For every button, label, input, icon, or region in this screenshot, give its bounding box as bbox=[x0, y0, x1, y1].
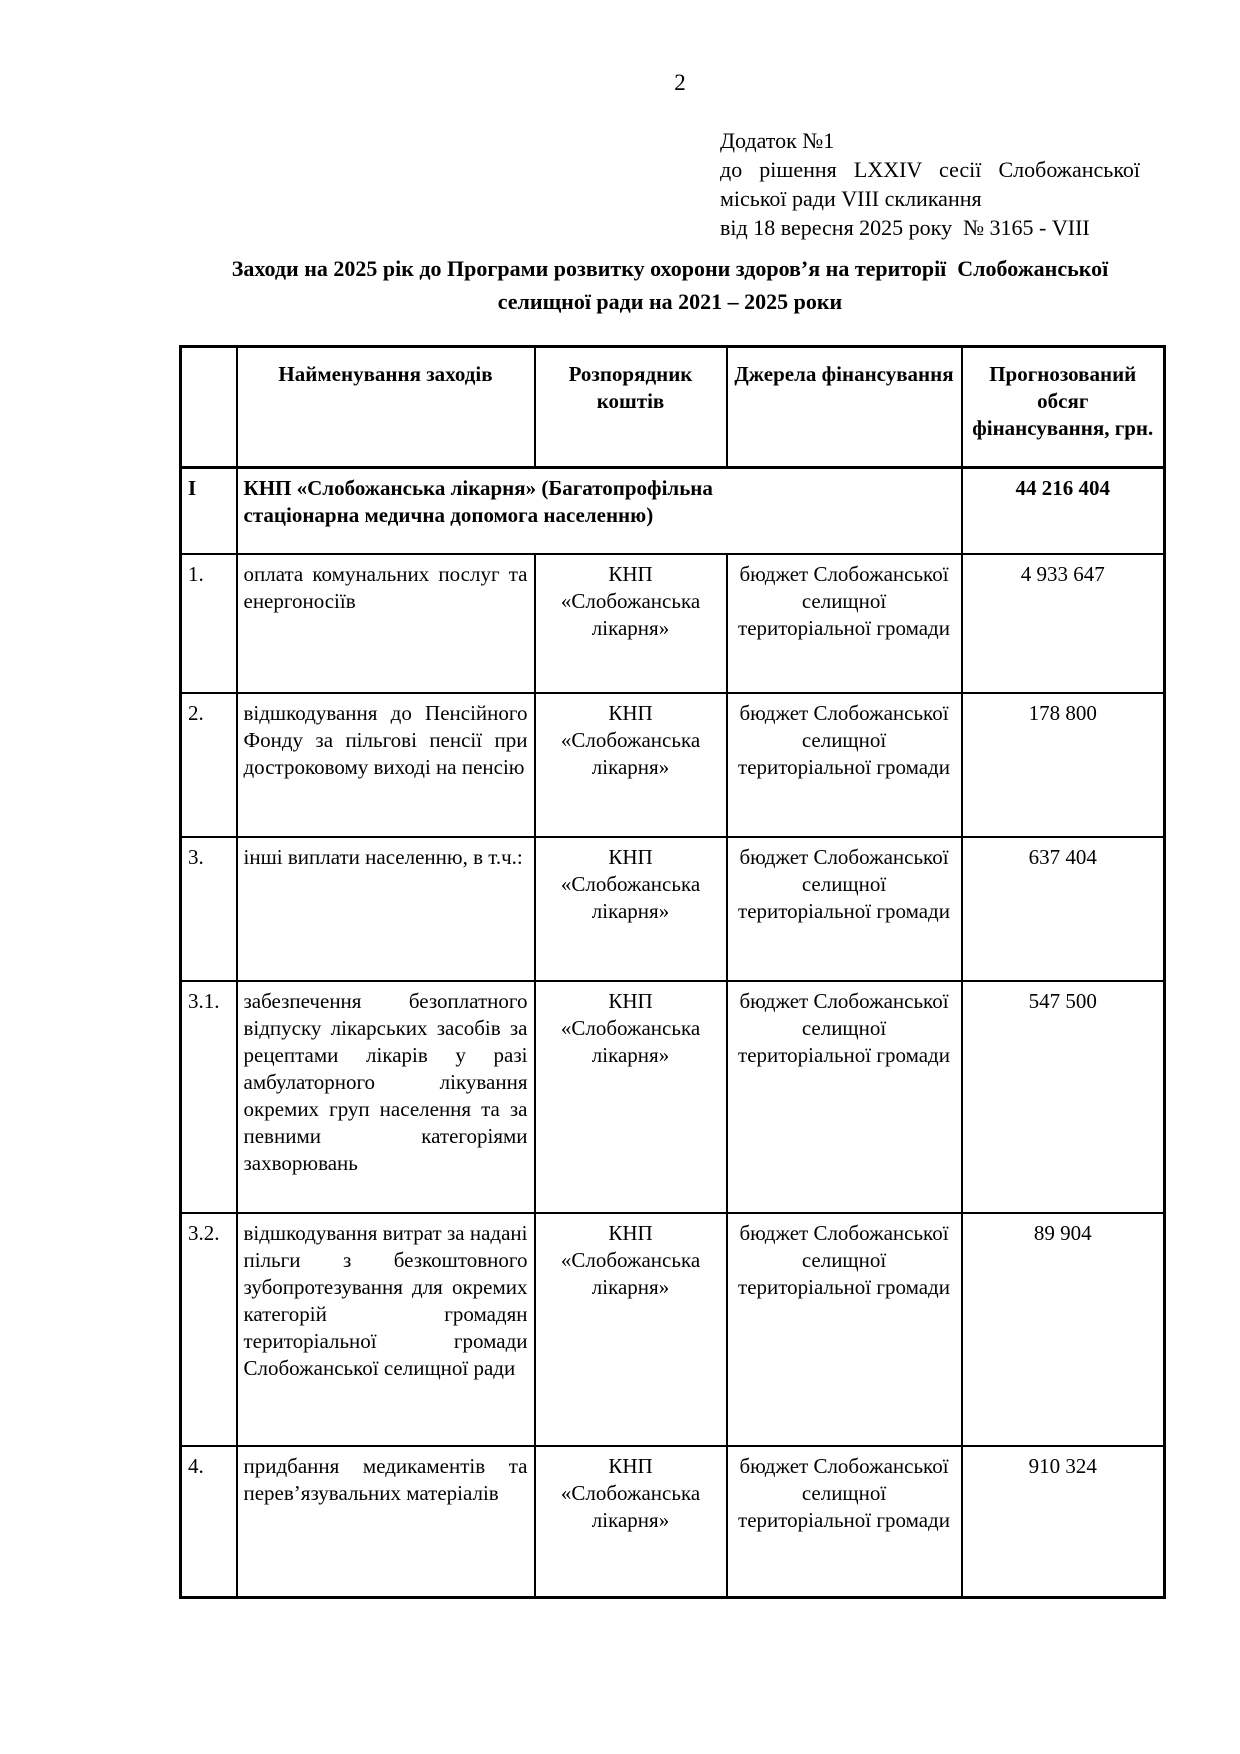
annex-number-line: Додаток №1 bbox=[720, 128, 835, 153]
measure-name-cell: інші виплати населенню, в т.ч.: bbox=[235, 835, 536, 982]
column-header-manager: Розпорядник коштів bbox=[533, 345, 728, 469]
column-header-num bbox=[179, 345, 238, 469]
row-num-cell: 3.1. bbox=[179, 979, 238, 1214]
section-row: I КНП «Слобожанська лікарня» (Багатопроф… bbox=[179, 466, 1166, 555]
table-row: 3.1. забезпечення безоплатного відпуску … bbox=[179, 979, 1166, 1214]
document-title: Заходи на 2025 рік до Програми розвитку … bbox=[231, 256, 1114, 314]
column-header-amount: Прогнозований обсяг фінансування, грн. bbox=[960, 345, 1166, 469]
funding-source-cell: бюджет Слобожанської селищної територіал… bbox=[725, 691, 963, 838]
amount-cell: 178 800 bbox=[960, 691, 1166, 838]
table-row: 2. відшкодування до Пенсійного Фонду за … bbox=[179, 691, 1166, 838]
measure-name-cell: забезпечення безоплатного відпуску лікар… bbox=[235, 979, 536, 1214]
annex-decision-line: до рішення LXXIV сесії Слобожанської міс… bbox=[720, 157, 1140, 211]
amount-cell: 44 216 404 bbox=[960, 466, 1166, 555]
amount-cell: 4 933 647 bbox=[960, 552, 1166, 694]
funding-source-cell: бюджет Слобожанської селищної територіал… bbox=[725, 1211, 963, 1447]
table-row: 4. придбання медикаментів та перев’язува… bbox=[179, 1444, 1166, 1599]
funding-source-cell: бюджет Слобожанської селищної територіал… bbox=[725, 835, 963, 982]
amount-cell: 910 324 bbox=[960, 1444, 1166, 1599]
column-header-source: Джерела фінансування bbox=[725, 345, 963, 469]
row-num-cell: I bbox=[179, 466, 238, 555]
row-num-cell: 2. bbox=[179, 691, 238, 838]
amount-cell: 547 500 bbox=[960, 979, 1166, 1214]
funds-manager-cell: КНП «Слобожанська лікарня» bbox=[533, 1444, 728, 1599]
row-num-cell: 3.2. bbox=[179, 1211, 238, 1447]
measure-name-cell: придбання медикаментів та перев’язувальн… bbox=[235, 1444, 536, 1599]
amount-cell: 637 404 bbox=[960, 835, 1166, 982]
funding-source-cell: бюджет Слобожанської селищної територіал… bbox=[725, 979, 963, 1214]
row-num-cell: 4. bbox=[179, 1444, 238, 1599]
table-header-row: Найменування заходів Розпорядник коштів … bbox=[179, 345, 1166, 469]
annex-date-line: від 18 вересня 2025 року № 3165 - VIII bbox=[720, 215, 1090, 240]
measures-table: Найменування заходів Розпорядник коштів … bbox=[179, 345, 1166, 1599]
amount-cell: 89 904 bbox=[960, 1211, 1166, 1447]
section-name-text: КНП «Слобожанська лікарня» (Багатопрофіл… bbox=[243, 476, 713, 527]
funds-manager-cell: КНП «Слобожанська лікарня» bbox=[533, 691, 728, 838]
funding-source-cell: бюджет Слобожанської селищної територіал… bbox=[725, 1444, 963, 1599]
measure-name-cell: оплата комунальних послуг та енергоносії… bbox=[235, 552, 536, 694]
measure-name-cell: відшкодування до Пенсійного Фонду за піл… bbox=[235, 691, 536, 838]
page-number: 2 bbox=[674, 70, 686, 95]
funding-source-cell: бюджет Слобожанської селищної територіал… bbox=[725, 552, 963, 694]
column-header-name: Найменування заходів bbox=[235, 345, 536, 469]
row-num-cell: 1. bbox=[179, 552, 238, 694]
funds-manager-cell: КНП «Слобожанська лікарня» bbox=[533, 979, 728, 1214]
row-num-cell: 3. bbox=[179, 835, 238, 982]
funds-manager-cell: КНП «Слобожанська лікарня» bbox=[533, 835, 728, 982]
annex-reference-block: Додаток №1 до рішення LXXIV сесії Слобож… bbox=[720, 126, 1140, 242]
funds-manager-cell: КНП «Слобожанська лікарня» bbox=[533, 1211, 728, 1447]
table-row: 1. оплата комунальних послуг та енергоно… bbox=[179, 552, 1166, 694]
section-name-cell: КНП «Слобожанська лікарня» (Багатопрофіл… bbox=[235, 466, 963, 555]
table-row: 3. інші виплати населенню, в т.ч.: КНП «… bbox=[179, 835, 1166, 982]
measure-name-cell: відшкодування витрат за надані пільги з … bbox=[235, 1211, 536, 1447]
funds-manager-cell: КНП «Слобожанська лікарня» bbox=[533, 552, 728, 694]
table-row: 3.2. відшкодування витрат за надані піль… bbox=[179, 1211, 1166, 1447]
